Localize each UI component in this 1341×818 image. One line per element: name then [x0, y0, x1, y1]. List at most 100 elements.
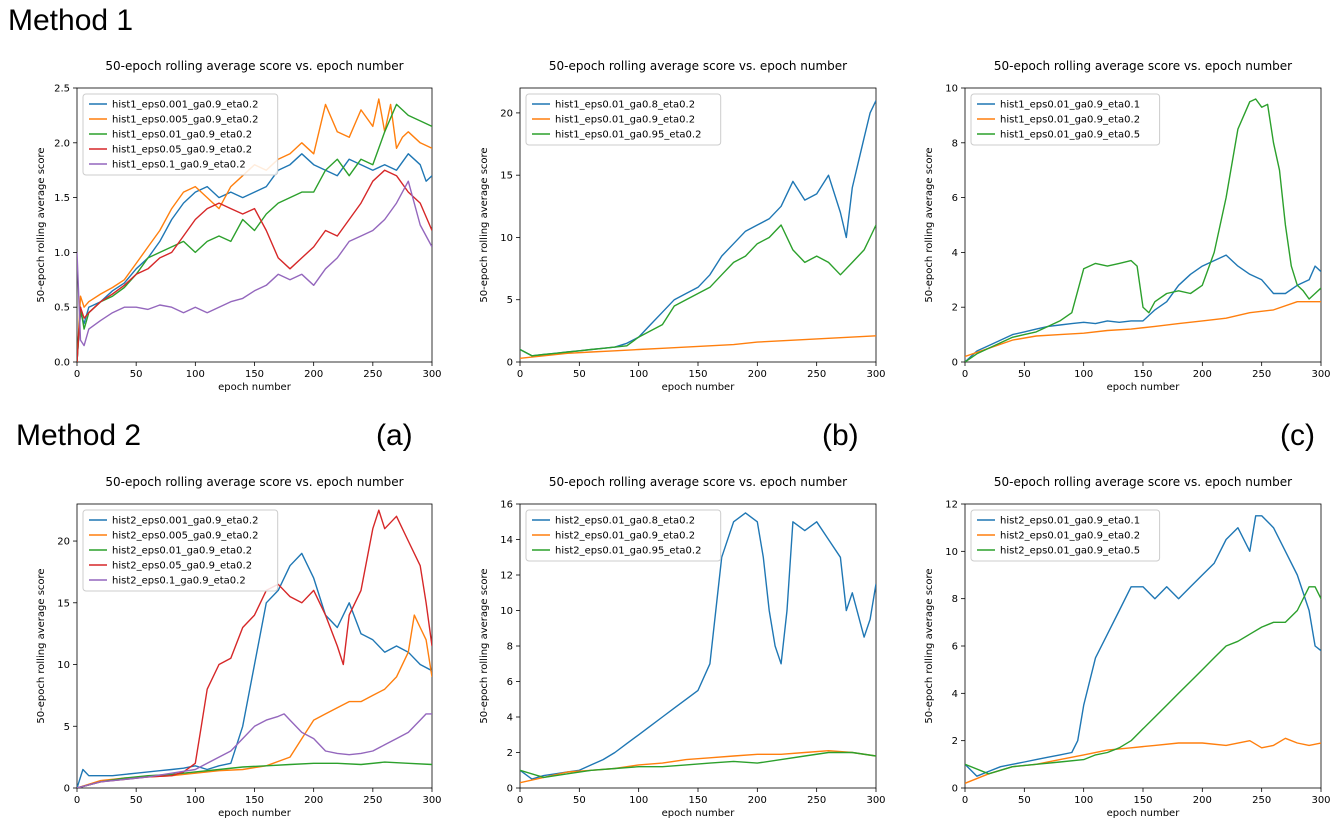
chart-title: 50-epoch rolling average score vs. epoch…: [105, 475, 403, 489]
x-tick-label: 150: [688, 369, 707, 380]
y-axis-label: 50-epoch rolling average score: [36, 147, 47, 302]
y-tick-label: 20: [57, 537, 70, 548]
y-tick-label: 2: [952, 736, 958, 747]
y-tick-label: 15: [500, 171, 513, 182]
x-tick-label: 50: [573, 795, 586, 806]
series-lines: [520, 512, 876, 784]
legend-entry: hist2_eps0.01_ga0.95_eta0.2: [555, 546, 701, 557]
y-tick-label: 4: [952, 689, 958, 700]
y-tick-label: 20: [500, 108, 513, 119]
y-tick-label: 2.0: [54, 138, 70, 149]
y-axis-label: 50-epoch rolling average score: [479, 147, 490, 302]
x-tick-label: 150: [245, 795, 264, 806]
legend-entry: hist2_eps0.01_ga0.8_eta0.2: [555, 516, 695, 527]
x-tick-label: 100: [629, 369, 648, 380]
x-tick-label: 150: [245, 369, 264, 380]
y-tick-label: 14: [500, 535, 513, 546]
x-tick-label: 0: [962, 795, 968, 806]
x-tick-label: 300: [866, 369, 885, 380]
y-axis-label: 50-epoch rolling average score: [924, 568, 935, 723]
y-tick-label: 0: [952, 784, 958, 795]
series-line: [77, 713, 432, 788]
legend: hist2_eps0.001_ga0.9_eta0.2 hist2_eps0.00…: [82, 509, 279, 592]
x-tick-label: 0: [517, 795, 523, 806]
legend: hist1_eps0.001_ga0.9_eta0.2 hist1_eps0.00…: [82, 93, 279, 176]
legend-entry: hist2_eps0.01_ga0.9_eta0.2: [1000, 531, 1140, 542]
series-line: [965, 737, 1321, 784]
x-tick-label: 250: [363, 369, 382, 380]
series-line: [965, 515, 1321, 777]
legend-entry: hist1_eps0.01_ga0.9_eta0.1: [1000, 100, 1140, 111]
x-tick-label: 200: [748, 795, 767, 806]
y-tick-label: 6: [507, 677, 513, 688]
x-tick-label: 0: [74, 369, 80, 380]
y-tick-label: 0: [507, 784, 513, 795]
y-tick-label: 10: [945, 547, 958, 558]
series-line: [520, 751, 876, 779]
legend-entry: hist1_eps0.01_ga0.9_eta0.2: [555, 115, 695, 126]
x-tick-label: 50: [130, 795, 143, 806]
y-tick-label: 6: [952, 193, 958, 204]
y-tick-label: 0: [507, 358, 513, 369]
x-axis-label: epoch number: [218, 382, 292, 393]
x-tick-label: 200: [1193, 369, 1212, 380]
y-tick-label: 5: [64, 722, 70, 733]
series-lines: [965, 98, 1321, 362]
legend: hist1_eps0.01_ga0.9_eta0.1 hist1_eps0.01_…: [970, 93, 1161, 146]
y-tick-label: 10: [500, 606, 513, 617]
x-tick-label: 250: [363, 795, 382, 806]
y-tick-label: 1.0: [54, 248, 70, 259]
chart-title: 50-epoch rolling average score vs. epoch…: [549, 475, 847, 489]
legend-box: [525, 509, 722, 562]
y-tick-label: 4: [507, 713, 513, 724]
y-tick-label: 1.5: [54, 193, 70, 204]
x-tick-label: 100: [186, 795, 205, 806]
series-line: [520, 224, 876, 357]
chart-6: 50-epoch rolling average score vs. epoch…: [924, 475, 1331, 818]
series-lines: [520, 100, 876, 359]
chart-3: 50-epoch rolling average score vs. epoch…: [924, 59, 1331, 393]
legend-entry: hist2_eps0.005_ga0.9_eta0.2: [112, 531, 258, 542]
y-axis-label: 50-epoch rolling average score: [479, 568, 490, 723]
series-lines: [965, 515, 1321, 784]
y-tick-label: 10: [500, 233, 513, 244]
legend-box: [82, 93, 279, 176]
x-tick-label: 50: [573, 369, 586, 380]
x-tick-label: 300: [1311, 795, 1330, 806]
x-tick-label: 50: [130, 369, 143, 380]
x-tick-label: 300: [422, 369, 441, 380]
x-tick-label: 300: [422, 795, 441, 806]
x-tick-label: 100: [629, 795, 648, 806]
x-tick-label: 100: [1074, 369, 1093, 380]
chart-title: 50-epoch rolling average score vs. epoch…: [994, 475, 1292, 489]
chart-title: 50-epoch rolling average score vs. epoch…: [994, 59, 1292, 73]
chart-title: 50-epoch rolling average score vs. epoch…: [549, 59, 847, 73]
legend-entry: hist2_eps0.01_ga0.9_eta0.1: [1000, 516, 1140, 527]
y-tick-label: 10: [945, 84, 958, 95]
chart-5: 50-epoch rolling average score vs. epoch…: [479, 475, 886, 818]
x-tick-label: 150: [1133, 795, 1152, 806]
x-tick-label: 150: [688, 795, 707, 806]
legend-box: [970, 93, 1161, 146]
x-tick-label: 300: [866, 795, 885, 806]
y-tick-label: 8: [952, 138, 958, 149]
y-tick-label: 5: [507, 295, 513, 306]
y-tick-label: 8: [507, 642, 513, 653]
series-line: [520, 750, 876, 784]
x-tick-label: 200: [304, 369, 323, 380]
x-axis-label: epoch number: [662, 382, 736, 393]
series-line: [965, 98, 1321, 362]
y-tick-label: 10: [57, 660, 70, 671]
y-tick-label: 2.5: [54, 84, 70, 95]
x-tick-label: 200: [1193, 795, 1212, 806]
x-tick-label: 250: [1252, 795, 1271, 806]
x-tick-label: 100: [1074, 795, 1093, 806]
chart-4: 50-epoch rolling average score vs. epoch…: [36, 475, 442, 818]
legend-entry: hist1_eps0.01_ga0.8_eta0.2: [555, 100, 695, 111]
x-tick-label: 100: [186, 369, 205, 380]
legend-box: [82, 509, 279, 592]
y-axis-label: 50-epoch rolling average score: [36, 568, 47, 723]
y-tick-label: 15: [57, 598, 70, 609]
x-tick-label: 50: [1018, 369, 1031, 380]
y-tick-label: 2: [507, 748, 513, 759]
